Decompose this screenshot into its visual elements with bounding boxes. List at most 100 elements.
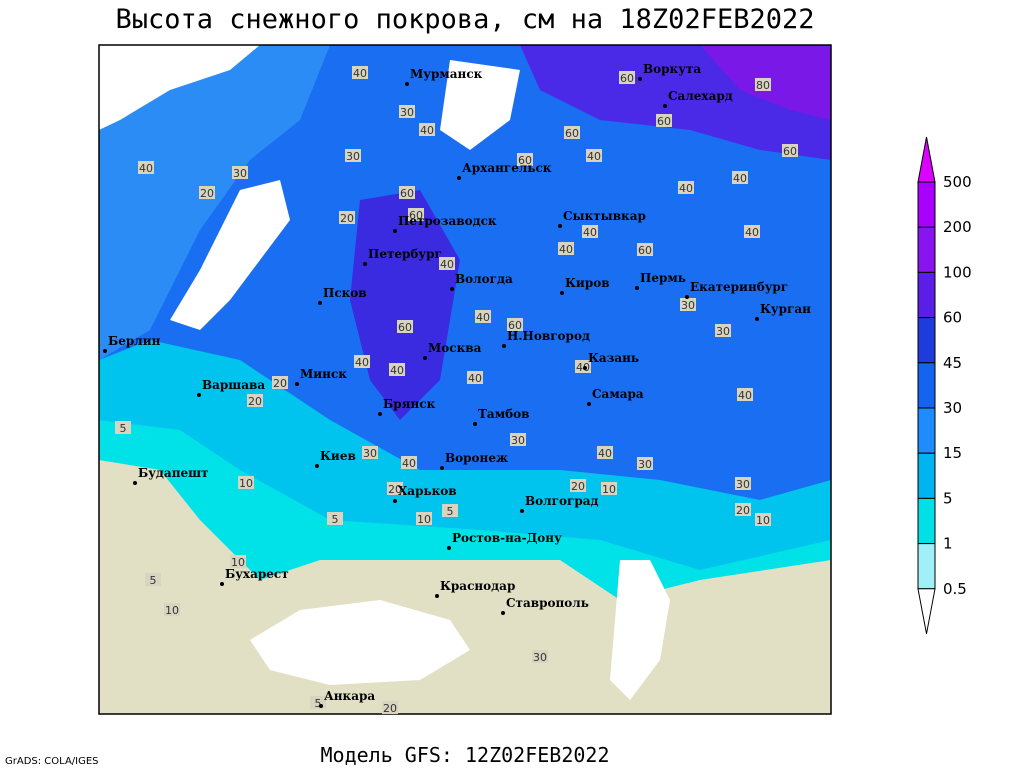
legend-box bbox=[917, 317, 936, 364]
city-label: Сыктывкар bbox=[563, 209, 646, 223]
contour-label-bg bbox=[656, 114, 672, 127]
contour-label-bg bbox=[442, 504, 458, 517]
contour-label-bg bbox=[389, 363, 405, 376]
contour-label-bg bbox=[475, 310, 491, 323]
city-dot bbox=[393, 499, 397, 503]
contour-label: 30 bbox=[233, 167, 247, 180]
contour-label-bg bbox=[735, 503, 751, 516]
contour-label-bg bbox=[115, 421, 131, 434]
contour-label-bg bbox=[327, 512, 343, 525]
contour-label: 60 bbox=[518, 154, 532, 167]
contour-label-bg bbox=[362, 446, 378, 459]
contour-label: 40 bbox=[420, 124, 434, 137]
city-label: Екатеринбург bbox=[690, 280, 788, 294]
contour-label: 5 bbox=[315, 697, 322, 710]
contour-label: 20 bbox=[248, 395, 262, 408]
contour-label: 30 bbox=[511, 434, 525, 447]
city-dot bbox=[363, 262, 367, 266]
city-label: Казань bbox=[588, 351, 639, 365]
contour-label: 40 bbox=[576, 361, 590, 374]
city-label: Н.Новгород bbox=[507, 329, 590, 343]
contour-label-bg bbox=[558, 242, 574, 255]
contour-label-bg bbox=[164, 603, 180, 616]
city-label: Бухарест bbox=[225, 567, 289, 581]
contour-label: 60 bbox=[657, 115, 671, 128]
city-label: Анкара bbox=[324, 689, 375, 703]
contour-label-bg bbox=[408, 208, 424, 221]
contour-label: 5 bbox=[150, 574, 157, 587]
contour-label: 10 bbox=[231, 556, 245, 569]
legend-bottom bbox=[917, 588, 936, 634]
contour-label-bg bbox=[680, 298, 696, 311]
legend-box bbox=[917, 407, 936, 454]
city-label: Киев bbox=[320, 449, 356, 463]
city-label: Варшава bbox=[202, 378, 265, 392]
contour-label-bg bbox=[755, 78, 771, 91]
contour-label-bg bbox=[399, 186, 415, 199]
city-label: Харьков bbox=[398, 484, 457, 498]
legend-label: 5 bbox=[943, 489, 953, 507]
city-label: Берлин bbox=[108, 334, 161, 348]
legend-label: 1 bbox=[943, 535, 953, 553]
city-dot bbox=[393, 229, 397, 233]
contour-label-bg bbox=[345, 149, 361, 162]
contour-label: 40 bbox=[390, 364, 404, 377]
city-label: Мурманск bbox=[410, 67, 483, 81]
contour-label-bg bbox=[416, 512, 432, 525]
city-dot bbox=[558, 224, 562, 228]
legend-label: 15 bbox=[943, 444, 962, 462]
contour-label: 20 bbox=[388, 483, 402, 496]
city-label: Ставрополь bbox=[506, 596, 589, 610]
city-label: Салехард bbox=[668, 89, 733, 103]
contour-label-bg bbox=[564, 126, 580, 139]
contour-label-bg bbox=[735, 477, 751, 490]
zone bbox=[99, 45, 330, 360]
contour-label-bg bbox=[619, 71, 635, 84]
city-label: Москва bbox=[428, 341, 482, 355]
contour-label-bg bbox=[510, 433, 526, 446]
contour-label-bg bbox=[637, 457, 653, 470]
contour-label-bg bbox=[199, 186, 215, 199]
contour-label: 10 bbox=[417, 513, 431, 526]
contour-label: 20 bbox=[273, 377, 287, 390]
city-label: Курган bbox=[760, 302, 811, 316]
contour-label-bg bbox=[238, 476, 254, 489]
city-label: Будапешт bbox=[138, 466, 208, 480]
contour-label: 40 bbox=[353, 67, 367, 80]
contour-label: 40 bbox=[598, 447, 612, 460]
contour-label: 30 bbox=[346, 150, 360, 163]
contour-label: 10 bbox=[756, 514, 770, 527]
contour-label-bg bbox=[507, 318, 523, 331]
city-dot bbox=[103, 349, 107, 353]
contour-label: 10 bbox=[602, 483, 616, 496]
contour-label-bg bbox=[732, 171, 748, 184]
contour-label-bg bbox=[582, 225, 598, 238]
contour-label: 20 bbox=[200, 187, 214, 200]
contour-label-bg bbox=[419, 123, 435, 136]
contour-label: 40 bbox=[679, 182, 693, 195]
city-dot bbox=[318, 301, 322, 305]
contour-label-bg bbox=[678, 181, 694, 194]
contour-label: 40 bbox=[587, 150, 601, 163]
contour-label: 40 bbox=[583, 226, 597, 239]
contour-label: 5 bbox=[447, 505, 454, 518]
city-label: Ростов-на-Дону bbox=[452, 531, 562, 545]
legend-box bbox=[917, 362, 936, 409]
city-dot bbox=[447, 546, 451, 550]
contour-label: 10 bbox=[239, 477, 253, 490]
city-label: Краснодар bbox=[440, 579, 515, 593]
city-label: Пермь bbox=[640, 271, 686, 285]
contour-label-bg bbox=[782, 144, 798, 157]
contour-label-bg bbox=[575, 360, 591, 373]
contour-label: 60 bbox=[400, 187, 414, 200]
legend-box bbox=[917, 497, 936, 545]
city-label: Киров bbox=[565, 276, 610, 290]
legend-box bbox=[917, 452, 936, 499]
city-dot bbox=[587, 402, 591, 406]
contour-label-bg bbox=[397, 320, 413, 333]
city-dot bbox=[133, 481, 137, 485]
contour-label: 60 bbox=[620, 72, 634, 85]
contour-label-bg bbox=[601, 482, 617, 495]
city-dot bbox=[197, 393, 201, 397]
